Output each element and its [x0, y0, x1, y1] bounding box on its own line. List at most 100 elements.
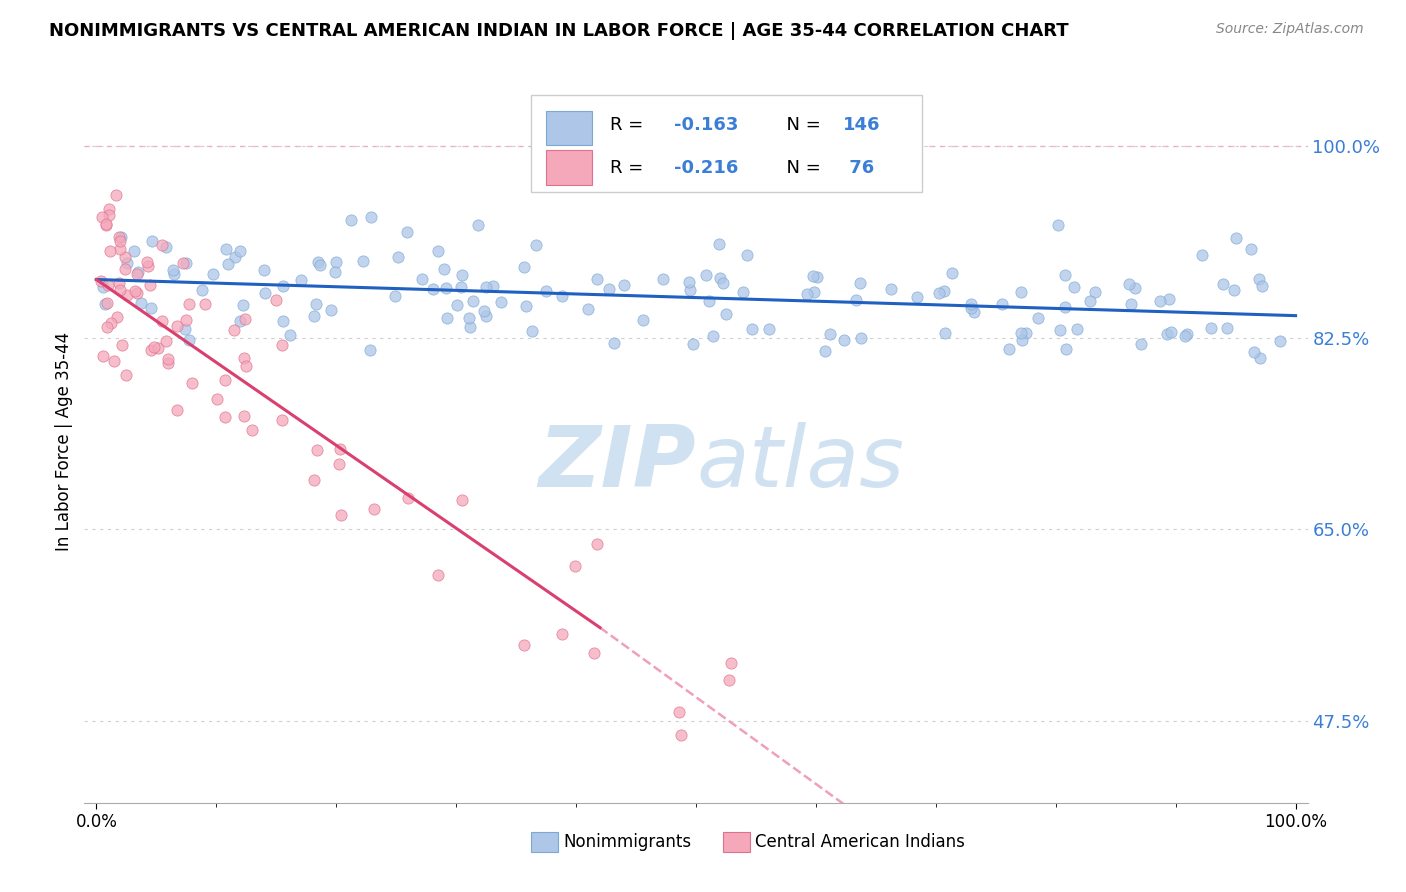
Point — [586, 272, 609, 286]
Point — [1160, 325, 1182, 339]
Point — [215, 242, 238, 256]
Point — [150, 238, 173, 252]
Point — [329, 442, 352, 457]
Point — [104, 188, 127, 202]
Point — [156, 356, 179, 370]
Text: -0.163: -0.163 — [673, 116, 738, 134]
Point — [1010, 285, 1032, 299]
Point — [233, 409, 256, 424]
Point — [697, 294, 720, 309]
Point — [122, 244, 145, 259]
Point — [114, 262, 136, 277]
Point — [166, 318, 188, 333]
Point — [108, 277, 131, 291]
Point — [932, 284, 955, 298]
Point — [735, 247, 758, 261]
Point — [702, 328, 724, 343]
Point — [162, 263, 184, 277]
Point — [522, 324, 544, 338]
Point — [253, 263, 276, 277]
Point — [97, 277, 120, 292]
Point — [108, 234, 131, 248]
Point — [678, 275, 700, 289]
Point — [117, 288, 139, 302]
Point — [290, 273, 312, 287]
Point — [129, 295, 152, 310]
Point — [90, 274, 112, 288]
Text: Central American Indians: Central American Indians — [755, 833, 965, 851]
Point — [323, 265, 346, 279]
Point — [270, 413, 292, 427]
Point — [156, 351, 179, 366]
Point — [127, 265, 149, 279]
Point — [905, 289, 928, 303]
Point — [682, 337, 704, 351]
Point — [433, 262, 456, 277]
Point — [139, 301, 162, 316]
Point — [1121, 297, 1143, 311]
Point — [832, 333, 855, 347]
Point — [586, 536, 609, 550]
Point — [679, 283, 702, 297]
Point — [194, 297, 217, 311]
Point — [1201, 320, 1223, 334]
Point — [583, 646, 606, 660]
Point — [1078, 293, 1101, 308]
Point — [107, 310, 129, 324]
Text: -0.216: -0.216 — [673, 160, 738, 178]
Point — [1066, 322, 1088, 336]
FancyBboxPatch shape — [531, 95, 922, 193]
Point — [848, 276, 870, 290]
Point — [114, 250, 136, 264]
Text: N =: N = — [776, 160, 827, 178]
Point — [127, 285, 149, 300]
Point — [668, 706, 690, 720]
Point — [427, 568, 450, 582]
Point — [1243, 345, 1265, 359]
Point — [513, 260, 536, 274]
Point — [100, 316, 122, 330]
Y-axis label: In Labor Force | Age 35-44: In Labor Force | Age 35-44 — [55, 332, 73, 551]
Point — [110, 283, 132, 297]
Point — [191, 283, 214, 297]
Point — [395, 225, 418, 239]
Point — [91, 279, 114, 293]
Point — [1216, 321, 1239, 335]
Point — [363, 502, 385, 516]
Point — [467, 219, 489, 233]
Text: Nonimmigrants: Nonimmigrants — [564, 833, 692, 851]
Point — [273, 279, 295, 293]
Point — [796, 287, 818, 301]
Point — [179, 296, 201, 310]
Point — [96, 296, 118, 310]
Point — [806, 270, 828, 285]
Point — [302, 473, 325, 487]
Point — [475, 310, 498, 324]
Point — [115, 256, 138, 270]
Point — [328, 458, 350, 472]
Point — [264, 293, 287, 308]
Point — [436, 311, 458, 326]
Point — [1250, 279, 1272, 293]
Point — [960, 297, 983, 311]
Text: NONIMMIGRANTS VS CENTRAL AMERICAN INDIAN IN LABOR FORCE | AGE 35-44 CORRELATION : NONIMMIGRANTS VS CENTRAL AMERICAN INDIAN… — [49, 22, 1069, 40]
Point — [845, 293, 868, 308]
Text: R =: R = — [610, 160, 650, 178]
Point — [720, 657, 742, 671]
Point — [305, 442, 328, 457]
Point — [934, 326, 956, 340]
Point — [603, 335, 626, 350]
Point — [235, 359, 257, 373]
Point — [1047, 218, 1070, 232]
Point — [1175, 327, 1198, 342]
Point — [411, 272, 433, 286]
Point — [450, 492, 472, 507]
Point — [214, 409, 236, 424]
Point — [166, 403, 188, 417]
Point — [224, 322, 246, 336]
Point — [613, 277, 636, 292]
Point — [1053, 300, 1076, 314]
Point — [1010, 326, 1032, 341]
Point — [91, 211, 114, 225]
Point — [803, 285, 825, 299]
